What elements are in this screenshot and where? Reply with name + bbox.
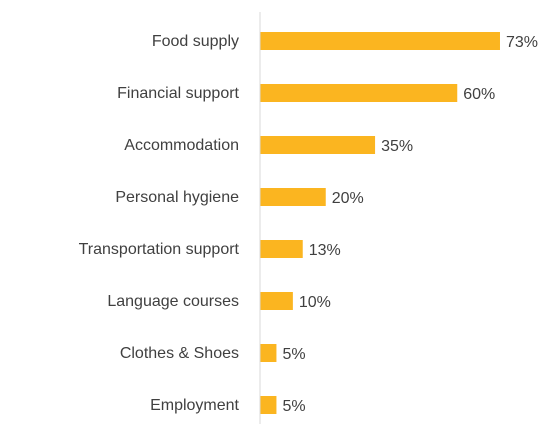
bar: [260, 32, 500, 50]
data-label: 5%: [282, 398, 305, 415]
category-label: Language courses: [107, 293, 239, 310]
category-label: Clothes & Shoes: [120, 345, 239, 362]
category-label: Food supply: [152, 33, 239, 50]
bar: [260, 84, 458, 102]
category-label: Financial support: [117, 85, 239, 102]
data-label: 5%: [282, 346, 305, 363]
category-label: Accommodation: [124, 137, 239, 154]
data-label: 10%: [299, 294, 331, 311]
bar: [260, 136, 376, 154]
category-label: Personal hygiene: [115, 189, 239, 206]
data-label: 73%: [506, 34, 538, 51]
data-label: 20%: [332, 190, 364, 207]
data-label: 60%: [463, 86, 495, 103]
bar: [260, 188, 326, 206]
category-label: Employment: [150, 397, 239, 414]
bar: [260, 240, 303, 258]
bar: [260, 292, 293, 310]
category-label: Transportation support: [79, 241, 240, 258]
bar: [260, 396, 277, 414]
bar: [260, 344, 277, 362]
data-label: 35%: [381, 138, 413, 155]
data-label: 13%: [309, 242, 341, 259]
